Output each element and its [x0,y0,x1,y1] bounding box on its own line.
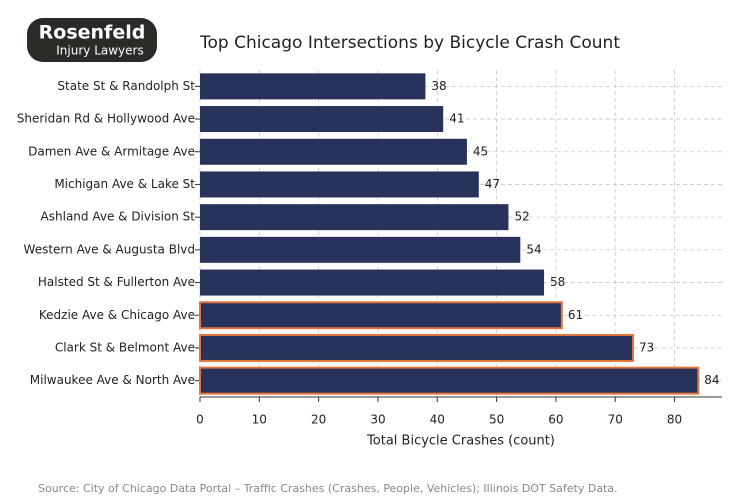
y-tick-label: Damen Ave & Armitage Ave [28,144,195,158]
x-tick-label: 30 [370,413,385,427]
logo-badge [27,18,157,62]
logo-name: Rosenfeld [39,22,146,44]
bar [199,333,635,362]
x-tick-label: 10 [252,413,267,427]
value-label: 61 [568,308,583,322]
source-note: Source: City of Chicago Data Portal – Tr… [38,482,618,495]
y-tick-label: Western Ave & Augusta Blvd [24,242,195,256]
y-tick-label: Ashland Ave & Division St [41,210,196,224]
bar [200,138,467,165]
value-label: 52 [514,210,529,224]
y-tick-label: Halsted St & Fullerton Ave [38,275,195,289]
bar [200,171,479,198]
x-tick-label: 50 [489,413,504,427]
x-tick-label: 0 [196,413,204,427]
x-tick-label: 60 [548,413,563,427]
value-label: 41 [449,112,464,126]
y-tick-label: Sheridan Rd & Hollywood Ave [17,112,195,126]
bar [200,204,509,231]
x-axis-label: Total Bicycle Crashes (count) [366,434,555,449]
bar [199,366,700,395]
y-tick-label: Kedzie Ave & Chicago Ave [39,308,195,322]
bar [200,269,545,296]
x-tick-label: 20 [311,413,326,427]
chart-title: Top Chicago Intersections by Bicycle Cra… [199,33,620,53]
y-tick-label: Clark St & Belmont Ave [55,340,195,354]
value-label: 54 [526,242,541,256]
bar [200,236,521,263]
y-tick-label: Milwaukee Ave & North Ave [30,373,195,387]
bar [200,73,426,100]
x-tick-label: 70 [608,413,623,427]
value-label: 73 [639,340,654,354]
value-label: 58 [550,275,565,289]
y-tick-label: State St & Randolph St [57,79,195,93]
y-tick-label: Michigan Ave & Lake St [54,177,195,191]
x-tick-label: 40 [430,413,445,427]
value-label: 45 [473,144,488,158]
logo-tagline: Injury Lawyers [56,44,143,58]
x-tick-label: 80 [667,413,682,427]
value-label: 38 [431,79,446,93]
bar [199,301,563,330]
value-label: 84 [704,373,719,387]
bar [200,106,444,133]
value-label: 47 [485,177,500,191]
